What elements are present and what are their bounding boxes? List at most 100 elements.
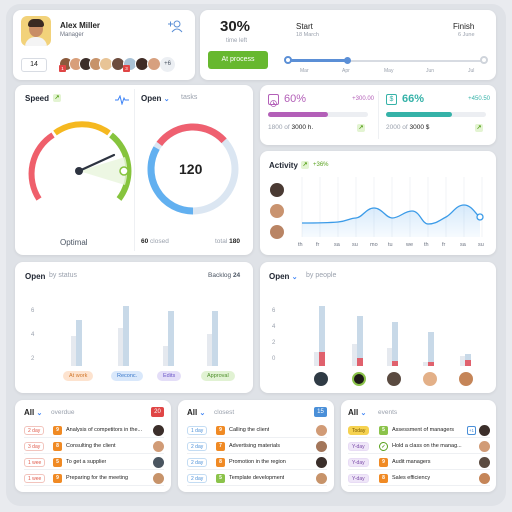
- list-item[interactable]: 1 day 9 Calling the client: [187, 424, 327, 438]
- timeline-end-handle[interactable]: [480, 56, 488, 64]
- row-divider: [187, 453, 327, 454]
- assignee-avatar[interactable]: [479, 441, 490, 452]
- list-item[interactable]: Y-day 9 Audit managers: [348, 456, 490, 470]
- assignee-avatar[interactable]: [153, 457, 164, 468]
- pulse-icon[interactable]: [115, 92, 129, 110]
- activity-day-label: su: [478, 242, 484, 248]
- people-avatars: [286, 372, 490, 388]
- list-item[interactable]: 1 wee 9 Preparing for the meeting: [24, 472, 164, 486]
- bar-blue: [168, 311, 174, 366]
- profile-card: Alex Miller Manager 14 1 3 +6: [13, 10, 195, 80]
- assignee-avatar[interactable]: [479, 457, 490, 468]
- events-label: events: [378, 409, 398, 416]
- money-bar-fill: [386, 112, 452, 117]
- list-item[interactable]: Y-day ✓ Hold a class on the manag...: [348, 440, 490, 454]
- activity-avatar[interactable]: [270, 204, 284, 218]
- row-divider: [348, 453, 490, 454]
- budget-card: 60% +300.00 1800 of 3000 h. ↗ $ 66% +450…: [260, 85, 496, 145]
- person-avatar[interactable]: [423, 372, 437, 386]
- timeline-current-handle[interactable]: [343, 57, 351, 64]
- status-pill[interactable]: Edits: [157, 371, 182, 381]
- list-item[interactable]: Y-day 8 Sales efficiency: [348, 472, 490, 486]
- bar-light: [423, 362, 428, 366]
- dollar-icon: $: [386, 94, 397, 105]
- extra-count[interactable]: +1: [466, 426, 476, 435]
- person-avatar[interactable]: [387, 372, 401, 386]
- card-divider: [134, 89, 135, 251]
- due-tag: 2 day: [187, 442, 208, 451]
- team-more-count[interactable]: +6: [160, 57, 175, 72]
- y-tick: 0: [272, 356, 276, 362]
- assignee-avatar[interactable]: [153, 473, 164, 484]
- list-item[interactable]: Today 5 Assessment of managers +1: [348, 424, 490, 438]
- assignee-avatar[interactable]: [153, 425, 164, 436]
- team-avatars[interactable]: 1 3 +6: [59, 57, 189, 73]
- assignee-avatar[interactable]: [316, 441, 327, 452]
- list-item[interactable]: 2 day 5 Template development: [187, 472, 327, 486]
- assignee-avatar[interactable]: [316, 473, 327, 484]
- closest-card: All ⌄ closest 15 1 day 9 Calling the clien…: [178, 400, 334, 492]
- timeline-percent-label: time left: [226, 38, 248, 44]
- due-tag: 3 day: [24, 442, 45, 451]
- timeline-month: May: [384, 68, 394, 74]
- row-divider: [24, 453, 164, 454]
- assignee-avatar[interactable]: [316, 425, 327, 436]
- status-pill[interactable]: At work: [63, 371, 94, 381]
- closest-count: 15: [314, 407, 327, 417]
- list-item[interactable]: 1 wee 5 To get a supplier: [24, 456, 164, 470]
- list-item[interactable]: 2 day 9 Analysis of competitors in the...: [24, 424, 164, 438]
- row-divider: [348, 469, 490, 470]
- finish-date: 6 June: [458, 32, 475, 38]
- activity-day-label: we: [406, 242, 414, 248]
- activity-title: Activity: [269, 161, 298, 170]
- tasks-filter[interactable]: Open ⌄: [141, 94, 170, 103]
- due-tag: 1 day: [187, 426, 208, 435]
- timeline-month: Mar: [300, 68, 309, 74]
- chevron-down-icon: ⌄: [360, 410, 367, 417]
- list-item[interactable]: 2 day 8 Promotion in the region: [187, 456, 327, 470]
- backlog[interactable]: Backlog 24: [208, 272, 240, 279]
- events-filter[interactable]: All ⌄: [348, 408, 366, 417]
- person-avatar[interactable]: [459, 372, 473, 386]
- due-tag: 2 day: [187, 474, 208, 483]
- person-avatar[interactable]: [314, 372, 328, 386]
- bar-red: [357, 358, 363, 366]
- status-pill[interactable]: Approval: [201, 371, 235, 381]
- list-item[interactable]: 2 day 7 Advertising materials: [187, 440, 327, 454]
- events-card: All ⌄ events Today 5 Assessment of manager…: [341, 400, 496, 492]
- person-avatar[interactable]: [352, 372, 366, 386]
- closest-list: 1 day 9 Calling the client 2 day 7 Advertisin…: [187, 424, 327, 488]
- closest-filter[interactable]: All ⌄: [187, 408, 205, 417]
- hours-total: 3000 h.: [291, 124, 314, 131]
- list-item[interactable]: 3 day 8 Consulting the client: [24, 440, 164, 454]
- timeline-months: Mar Apr May Jun Jul: [300, 68, 490, 76]
- profile-count-box[interactable]: 14: [21, 58, 47, 72]
- activity-card: Activity ↗ +36% th fr sa su mo tu we th fr sa su: [260, 151, 496, 255]
- timeline-month: Jul: [468, 68, 475, 74]
- at-process-button[interactable]: At process: [208, 51, 268, 69]
- task-title: Calling the client: [229, 427, 270, 433]
- people-filter[interactable]: Open ⌄: [269, 272, 298, 281]
- status-filter[interactable]: Open: [25, 272, 45, 281]
- status-pill[interactable]: Reconc.: [111, 371, 144, 381]
- people-by-label: by people: [306, 272, 337, 279]
- assignee-avatar[interactable]: [479, 425, 490, 436]
- add-user-icon[interactable]: [167, 18, 183, 34]
- assignee-avatar[interactable]: [153, 441, 164, 452]
- row-divider: [24, 485, 164, 486]
- bar-red: [392, 361, 398, 366]
- assignee-avatar[interactable]: [316, 457, 327, 468]
- profile-avatar[interactable]: [21, 16, 51, 46]
- tasks-label: tasks: [181, 94, 198, 101]
- priority-badge: 5: [379, 426, 388, 435]
- timeline-start-handle[interactable]: [284, 56, 292, 64]
- activity-avatar[interactable]: [270, 225, 284, 239]
- due-tag: Y-day: [348, 442, 369, 451]
- activity-avatar[interactable]: [270, 183, 284, 197]
- due-tag: 2 day: [24, 426, 45, 435]
- hours-used: 1800: [268, 124, 283, 131]
- overdue-filter[interactable]: All ⌄: [24, 408, 42, 417]
- bar-blue: [319, 306, 325, 366]
- status-pills: At work Reconc. Edits Approval: [45, 371, 245, 385]
- assignee-avatar[interactable]: [479, 473, 490, 484]
